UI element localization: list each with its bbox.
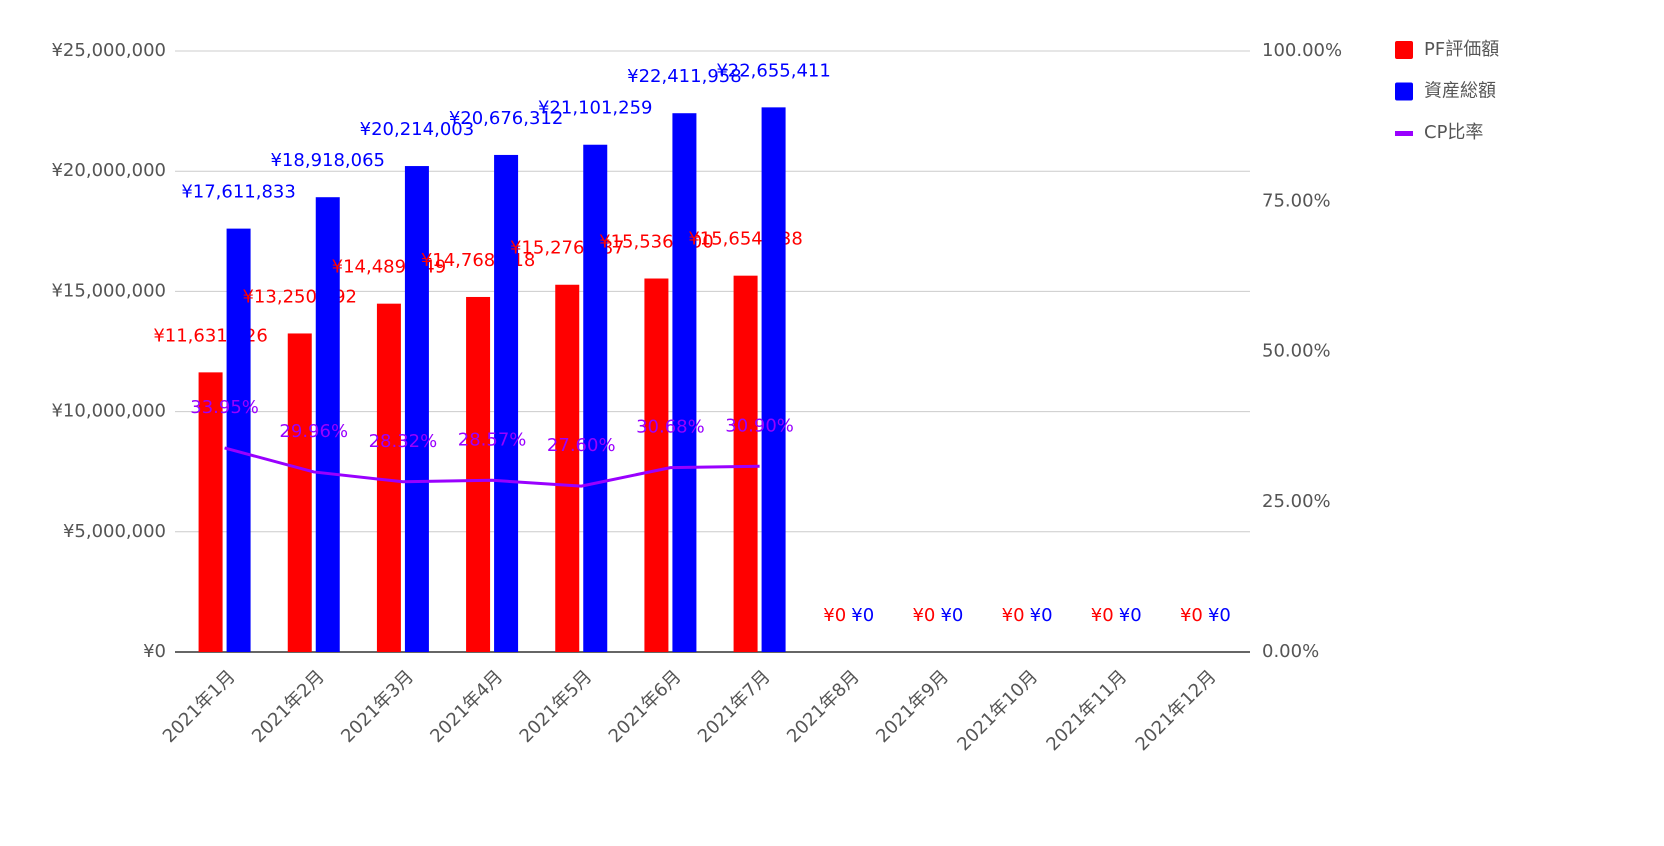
y-tick-label: ¥20,000,000	[51, 160, 166, 181]
data-label: ¥0	[1208, 605, 1231, 626]
bar	[494, 154, 519, 652]
x-tick-label: 2021年2月	[248, 666, 329, 747]
bar	[466, 296, 491, 652]
data-label: 29.96%	[279, 421, 348, 442]
x-tick-label: 2021年5月	[516, 666, 597, 747]
data-label: ¥21,101,259	[538, 98, 653, 119]
x-tick-label: 2021年4月	[426, 666, 507, 747]
data-label: 30.90%	[725, 415, 794, 436]
data-label: ¥11,631,926	[153, 325, 268, 346]
legend-swatch	[1395, 82, 1413, 101]
bar	[733, 275, 758, 652]
data-label: ¥0	[1030, 605, 1053, 626]
legend-swatch	[1395, 41, 1413, 59]
x-tick-label: 2021年12月	[1132, 666, 1221, 755]
data-label: ¥22,655,411	[716, 60, 831, 81]
y-tick-label: ¥0	[143, 641, 166, 662]
data-label: ¥0	[1180, 605, 1203, 626]
bar	[761, 107, 786, 653]
data-label: ¥15,654,238	[688, 229, 803, 250]
legend-label: PF評価額	[1424, 39, 1499, 60]
y-tick-label: ¥5,000,000	[63, 521, 166, 542]
data-label: ¥20,676,312	[449, 108, 564, 129]
bar	[287, 333, 312, 652]
data-label: ¥22,411,958	[627, 66, 742, 87]
bar	[644, 278, 669, 652]
legend-label: CP比率	[1424, 122, 1483, 143]
x-tick-label: 2021年7月	[694, 666, 775, 747]
y2-tick-label: 100.00%	[1262, 40, 1342, 61]
bar	[376, 303, 401, 652]
line	[224, 446, 760, 488]
data-label: ¥0	[1091, 605, 1114, 626]
y2-tick-label: 75.00%	[1262, 190, 1331, 211]
data-label: 28.57%	[458, 429, 527, 450]
x-tick-label: 2021年3月	[337, 666, 418, 747]
data-label: ¥18,918,065	[270, 150, 385, 171]
bar	[226, 228, 251, 652]
data-label: 33.95%	[190, 397, 259, 418]
data-label: ¥0	[823, 605, 846, 626]
data-label: 27.60%	[547, 435, 616, 456]
data-label: ¥0	[940, 605, 963, 626]
bar	[583, 144, 608, 652]
data-label: ¥0	[1002, 605, 1025, 626]
x-tick-label: 2021年8月	[783, 666, 864, 747]
y2-tick-label: 0.00%	[1262, 641, 1319, 662]
x-tick-label: 2021年10月	[953, 666, 1042, 755]
bar	[555, 284, 580, 652]
y-tick-label: ¥25,000,000	[51, 40, 166, 61]
x-tick-label: 2021年6月	[605, 666, 686, 747]
y-tick-label: ¥10,000,000	[51, 401, 166, 422]
data-label: ¥0	[1119, 605, 1142, 626]
bar	[315, 197, 340, 652]
x-tick-label: 2021年1月	[159, 666, 240, 747]
data-label: 28.32%	[369, 431, 438, 452]
y-tick-label: ¥15,000,000	[51, 280, 166, 301]
y2-tick-label: 50.00%	[1262, 341, 1331, 362]
bar	[404, 166, 429, 653]
legend-label: 資産総額	[1424, 81, 1496, 102]
bar	[198, 372, 223, 652]
data-label: ¥13,250,292	[242, 286, 357, 307]
y2-tick-label: 25.00%	[1262, 491, 1331, 512]
x-tick-label: 2021年9月	[872, 666, 953, 747]
data-label: ¥0	[851, 605, 874, 626]
legend-swatch	[1395, 131, 1413, 136]
data-label: ¥17,611,833	[181, 182, 296, 203]
data-label: 30.68%	[636, 417, 705, 438]
data-label: ¥20,214,003	[360, 119, 475, 140]
data-label: ¥0	[912, 605, 935, 626]
x-tick-label: 2021年11月	[1042, 666, 1131, 755]
bar	[672, 113, 697, 652]
